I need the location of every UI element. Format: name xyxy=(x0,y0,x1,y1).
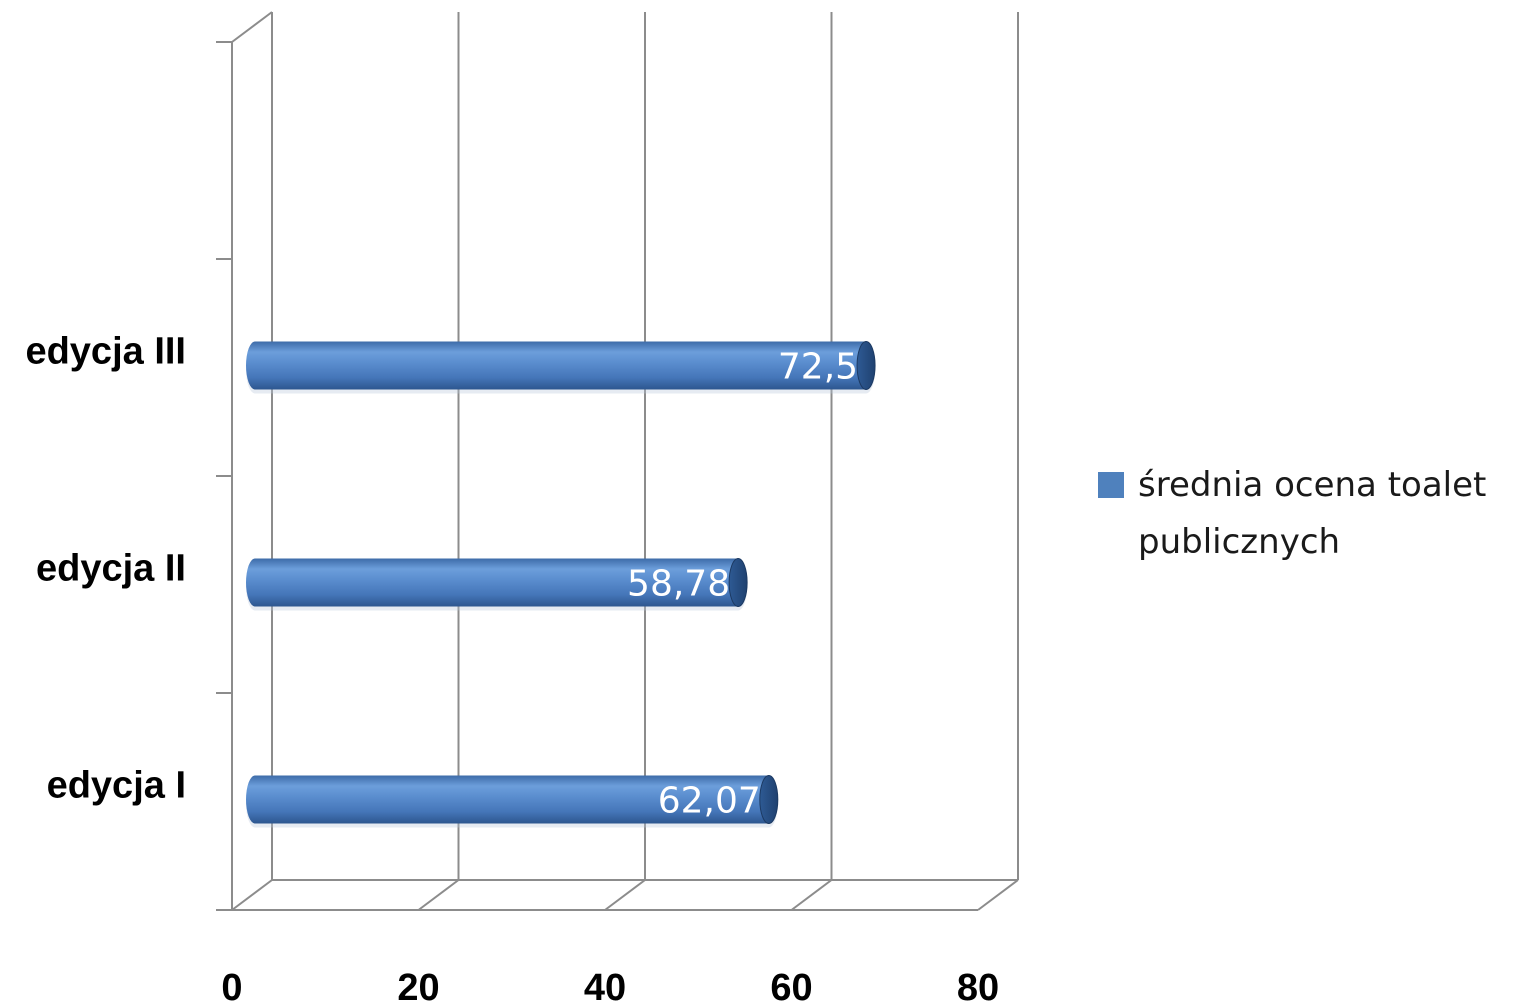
bar-cap xyxy=(759,775,779,824)
x-tick-label: 40 xyxy=(584,967,626,1006)
bar-cap xyxy=(856,341,876,390)
bar-series: 62,07 58,78 72,5 xyxy=(246,341,876,828)
category-axis: edycja I edycja II edycja III xyxy=(25,331,186,807)
x-tick-label: 20 xyxy=(397,967,439,1006)
bar xyxy=(246,341,867,390)
bar-cap xyxy=(728,558,748,607)
data-label: 72,5 xyxy=(778,347,858,388)
bar-group: 72,5 xyxy=(246,341,876,394)
floor-gridline xyxy=(790,879,833,911)
category-label: edycja I xyxy=(47,765,186,807)
legend-swatch xyxy=(1098,472,1124,498)
x-tick-label: 60 xyxy=(770,967,812,1006)
category-label: edycja III xyxy=(25,331,186,373)
bar xyxy=(246,558,739,607)
legend-label-line-1: średnia ocena toalet xyxy=(1138,465,1486,505)
x-axis-ticks: 0 20 40 60 80 xyxy=(221,967,999,1006)
x-tick-label: 0 xyxy=(221,967,242,1006)
data-label: 58,78 xyxy=(627,564,730,605)
bar-group: 58,78 xyxy=(246,558,748,611)
wall-edge xyxy=(231,11,273,43)
floor-gridline xyxy=(417,879,460,911)
x-tick-label: 80 xyxy=(957,967,999,1006)
legend-label-line-2: publicznych xyxy=(1138,522,1340,562)
floor-gridline xyxy=(604,879,646,911)
legend: średnia ocena toalet publicznych xyxy=(1098,465,1486,562)
plot-frame xyxy=(216,11,1019,911)
bar xyxy=(246,775,769,824)
floor-gridline xyxy=(977,879,1019,911)
category-label: edycja II xyxy=(36,548,186,590)
floor-gridline xyxy=(231,879,273,911)
bar-group: 62,07 xyxy=(246,775,779,828)
data-label: 62,07 xyxy=(658,781,761,822)
